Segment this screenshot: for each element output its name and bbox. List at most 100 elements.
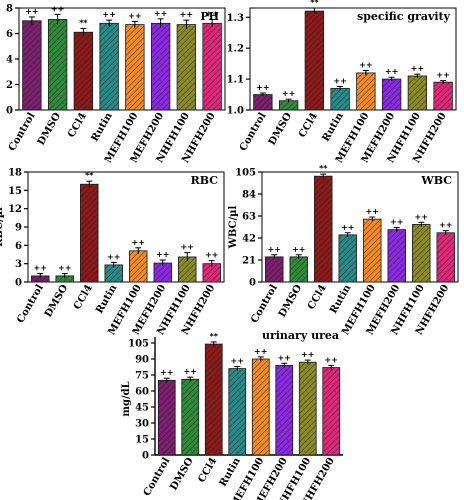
sg-bar-mefh100 bbox=[356, 72, 376, 111]
wbc-ytick-label: 105 bbox=[235, 168, 256, 179]
urea-ytick-label: 30 bbox=[135, 419, 149, 430]
rbc-significance-mefh200: ++ bbox=[156, 250, 169, 259]
ph-bar-control bbox=[22, 20, 42, 111]
sg-title: specific gravity bbox=[357, 10, 451, 23]
rbc-ytick-label: 15 bbox=[8, 186, 22, 197]
sg-ytick-label: 1.3 bbox=[227, 13, 244, 24]
urea-bar-control bbox=[157, 379, 176, 456]
urea-ylabel: mg/dL bbox=[121, 381, 132, 416]
urea-ytick-label: 75 bbox=[135, 371, 149, 382]
urea-category-label-rutin: Rutin bbox=[218, 455, 244, 488]
wbc-bar-mefh100 bbox=[363, 218, 382, 283]
wbc-significance-control: ++ bbox=[268, 245, 281, 254]
ph-significance-mefh100: ++ bbox=[128, 11, 141, 20]
wbc-ylabel: WBC/µl bbox=[228, 206, 239, 250]
wbc-category-label-control: Control bbox=[249, 283, 280, 325]
rbc-significance-mefh100: ++ bbox=[132, 238, 145, 247]
sg-ytick-label: 1.1 bbox=[227, 75, 244, 86]
wbc-bar-control bbox=[265, 256, 284, 283]
rbc-ytick-label: 12 bbox=[8, 204, 22, 215]
wbc-significance-ccl4: ** bbox=[319, 164, 328, 173]
urea-bar-mefh100 bbox=[251, 358, 270, 456]
urea-significance-nhfh200: ++ bbox=[325, 355, 338, 364]
urea-category-label-ccl4: CCl4 bbox=[196, 456, 219, 485]
sg-bar-mefh200 bbox=[381, 78, 402, 111]
wbc-significance-mefh200: ++ bbox=[390, 218, 403, 227]
chart-specific-gravity: 1.0 1.1 1.2 1.3 ++ Control ++ DMSO ** CCl4 ++ Rutin… bbox=[227, 0, 457, 165]
urea-significance-mefh200: ++ bbox=[278, 353, 291, 362]
wbc-significance-rutin: ++ bbox=[341, 223, 354, 232]
urea-title: urinary urea bbox=[262, 329, 339, 342]
rbc-ytick-label: 9 bbox=[15, 223, 22, 234]
sg-category-label-ccl4: CCl4 bbox=[297, 111, 320, 140]
sg-bar-nhfh200 bbox=[433, 81, 453, 111]
urea-category-label-control: Control bbox=[142, 456, 173, 498]
sg-significance-nhfh200: ++ bbox=[436, 71, 449, 80]
urea-bar-ccl4 bbox=[204, 343, 223, 456]
urea-significance-mefh100: ++ bbox=[254, 347, 267, 356]
sg-significance-dmso: ++ bbox=[282, 89, 295, 98]
wbc-ytick-label: 63 bbox=[242, 212, 256, 223]
ph-ytick-label: 8 bbox=[6, 4, 13, 15]
urea-bar-mefh200 bbox=[275, 364, 294, 456]
rbc-bar-ccl4 bbox=[80, 183, 99, 283]
ph-significance-dmso: ++ bbox=[51, 4, 64, 13]
sg-frame bbox=[249, 7, 457, 111]
wbc-ytick-label: 84 bbox=[242, 190, 256, 201]
urea-significance-nhfh100: ++ bbox=[301, 350, 314, 359]
sg-bar-rutin bbox=[330, 87, 350, 111]
rbc-ytick-label: 0 bbox=[15, 278, 22, 289]
urea-ytick-label: 90 bbox=[135, 355, 149, 366]
sg-significance-ccl4: ** bbox=[310, 0, 319, 7]
sg-bar-ccl4 bbox=[304, 10, 325, 111]
urea-bar-rutin bbox=[228, 368, 247, 456]
ph-bar-mefh100 bbox=[125, 24, 145, 111]
rbc-category-label-ccl4: CCl4 bbox=[72, 283, 95, 312]
urea-ytick-label: 60 bbox=[135, 387, 149, 398]
rbc-significance-dmso: ++ bbox=[58, 263, 71, 272]
rbc-bar-mefh100 bbox=[129, 250, 148, 283]
wbc-bar-nhfh200 bbox=[436, 232, 455, 283]
urea-significance-rutin: ++ bbox=[231, 356, 244, 365]
ph-bar-rutin bbox=[99, 22, 119, 111]
wbc-bar-rutin bbox=[338, 234, 357, 283]
rbc-bar-rutin bbox=[104, 264, 123, 283]
ph-significance-rutin: ++ bbox=[102, 10, 115, 19]
wbc-category-label-dmso: DMSO bbox=[277, 283, 305, 320]
ph-significance-ccl4: ** bbox=[79, 18, 88, 27]
ph-significance-nhfh100: ++ bbox=[180, 10, 193, 19]
urea-category-label-dmso: DMSO bbox=[168, 456, 196, 493]
sg-category-label-dmso: DMSO bbox=[267, 111, 295, 148]
sg-significance-nhfh100: ++ bbox=[411, 64, 424, 73]
wbc-title: WBC bbox=[420, 174, 452, 187]
sg-category-label-control: Control bbox=[238, 111, 269, 153]
rbc-category-label-dmso: DMSO bbox=[43, 283, 71, 320]
chart-urinary-urea: 0 15 30 45 60 75 90 105 ++ Control ++ DMSO ** CCl4 ++ R… bbox=[121, 329, 343, 500]
wbc-category-label-rutin: Rutin bbox=[328, 282, 354, 315]
ph-ytick-label: 4 bbox=[6, 55, 13, 66]
ph-significance-nhfh200: ++ bbox=[205, 9, 218, 18]
rbc-significance-rutin: ++ bbox=[107, 252, 120, 261]
urea-bar-dmso bbox=[181, 378, 200, 456]
ph-bar-dmso bbox=[47, 19, 68, 111]
sg-significance-control: ++ bbox=[256, 83, 269, 92]
ph-category-label-rutin: Rutin bbox=[90, 110, 116, 143]
urea-ytick-label: 105 bbox=[128, 339, 149, 350]
ph-bar-ccl4 bbox=[73, 31, 94, 111]
wbc-bar-dmso bbox=[289, 256, 308, 283]
wbc-frame bbox=[261, 171, 459, 283]
ph-significance-control: ++ bbox=[25, 7, 38, 16]
ph-bar-nhfh200 bbox=[202, 22, 222, 111]
sg-significance-rutin: ++ bbox=[333, 77, 346, 86]
rbc-title: RBC bbox=[191, 174, 219, 187]
wbc-bar-ccl4 bbox=[314, 175, 333, 283]
urea-significance-control: ++ bbox=[160, 368, 173, 377]
wbc-significance-nhfh100: ++ bbox=[415, 212, 428, 221]
rbc-ytick-label: 6 bbox=[15, 241, 22, 252]
ph-ytick-label: 2 bbox=[6, 80, 13, 91]
rbc-ytick-label: 3 bbox=[15, 259, 22, 270]
ph-category-label-dmso: DMSO bbox=[36, 111, 64, 148]
rbc-significance-nhfh100: ++ bbox=[181, 243, 194, 252]
sg-category-label-rutin: Rutin bbox=[321, 110, 347, 143]
wbc-significance-nhfh200: ++ bbox=[439, 221, 452, 230]
